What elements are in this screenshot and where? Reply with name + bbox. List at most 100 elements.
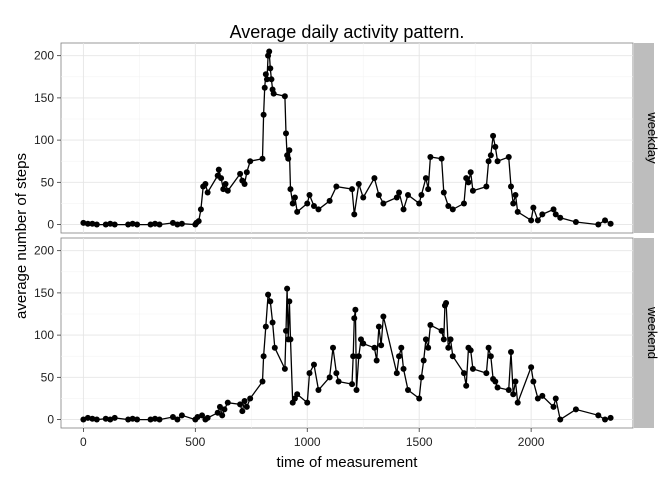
data-point	[505, 387, 512, 393]
data-point	[534, 395, 541, 402]
data-point	[214, 409, 221, 416]
data-point	[505, 154, 512, 160]
data-point	[467, 347, 474, 354]
data-point	[602, 416, 609, 423]
data-point	[147, 221, 154, 228]
data-point	[349, 381, 356, 388]
data-point	[267, 65, 274, 72]
data-point	[463, 382, 470, 389]
data-point	[427, 321, 434, 328]
x-tick-label: 500	[185, 435, 205, 449]
data-point	[263, 76, 270, 83]
x-tick-label: 2000	[518, 435, 545, 449]
data-point	[445, 202, 452, 209]
data-point	[510, 200, 517, 207]
x-tick-label: 1000	[294, 435, 321, 449]
chart-title: Average daily activity pattern.	[230, 22, 465, 42]
data-point	[315, 206, 322, 213]
data-point	[418, 192, 425, 198]
data-point	[262, 323, 269, 330]
data-point	[494, 384, 501, 391]
data-point	[447, 336, 454, 343]
data-point	[416, 395, 423, 402]
data-point	[271, 344, 278, 351]
data-point	[294, 208, 301, 215]
data-point	[427, 154, 434, 160]
data-point	[380, 313, 387, 320]
data-point	[445, 344, 452, 351]
data-point	[178, 220, 185, 227]
data-point	[467, 169, 474, 176]
data-point	[552, 211, 559, 218]
data-point	[396, 189, 403, 196]
facet-strip	[634, 238, 654, 428]
data-point	[405, 387, 412, 393]
data-point	[375, 323, 382, 330]
data-point	[371, 344, 378, 351]
data-point	[237, 401, 244, 408]
data-point	[335, 378, 342, 385]
data-point	[80, 219, 87, 226]
x-tick-label: 0	[80, 435, 87, 449]
data-point	[494, 158, 501, 165]
data-point	[306, 192, 313, 198]
y-tick-label: 50	[41, 370, 55, 384]
data-point	[422, 336, 429, 343]
data-point	[125, 221, 132, 228]
data-point	[202, 181, 209, 188]
panel-background	[60, 237, 634, 429]
data-point	[270, 90, 277, 97]
data-point	[243, 403, 250, 410]
data-point	[378, 342, 385, 349]
data-point	[282, 327, 289, 334]
data-point	[380, 200, 387, 207]
data-point	[247, 158, 254, 165]
data-point	[199, 412, 206, 419]
panels-group: 0 50 100 150 200 weekday 0 50 100 150 200 weekend 0 5…	[34, 42, 660, 449]
y-axis-label: average number of steps	[13, 153, 30, 319]
data-point	[178, 412, 185, 419]
data-point	[360, 340, 367, 347]
y-tick-label: 100	[34, 133, 54, 147]
data-point	[169, 414, 176, 421]
data-point	[241, 181, 248, 188]
data-point	[438, 155, 445, 162]
data-point	[530, 378, 537, 385]
data-point	[422, 175, 429, 182]
data-point	[315, 387, 322, 393]
data-point	[287, 186, 294, 193]
data-point	[420, 357, 427, 364]
data-point	[350, 353, 357, 360]
data-point	[483, 183, 490, 190]
data-point	[134, 416, 141, 423]
y-tick-label: 50	[41, 175, 55, 189]
data-point	[111, 414, 118, 421]
y-tick-label: 200	[34, 49, 54, 63]
data-point	[351, 315, 358, 322]
data-point	[398, 344, 405, 351]
data-point	[333, 183, 340, 190]
data-point	[204, 189, 211, 196]
data-point	[269, 319, 276, 326]
data-point	[492, 143, 499, 150]
data-point	[487, 353, 494, 360]
data-point	[449, 353, 456, 360]
panel-weekend: 0 50 100 150 200 weekend	[34, 237, 660, 429]
data-point	[326, 374, 333, 381]
data-point	[393, 370, 400, 377]
data-point	[84, 220, 91, 227]
data-point	[416, 200, 423, 207]
data-point	[156, 416, 163, 423]
data-point	[530, 204, 537, 211]
y-tick-label: 0	[47, 413, 54, 427]
panel-background	[60, 42, 634, 234]
data-point	[306, 370, 313, 377]
data-point	[512, 192, 519, 198]
data-point	[557, 416, 564, 423]
data-point	[260, 111, 267, 118]
data-point	[287, 336, 294, 343]
data-point	[156, 221, 163, 228]
data-point	[400, 365, 407, 372]
data-point	[174, 416, 181, 423]
data-point	[111, 221, 118, 228]
